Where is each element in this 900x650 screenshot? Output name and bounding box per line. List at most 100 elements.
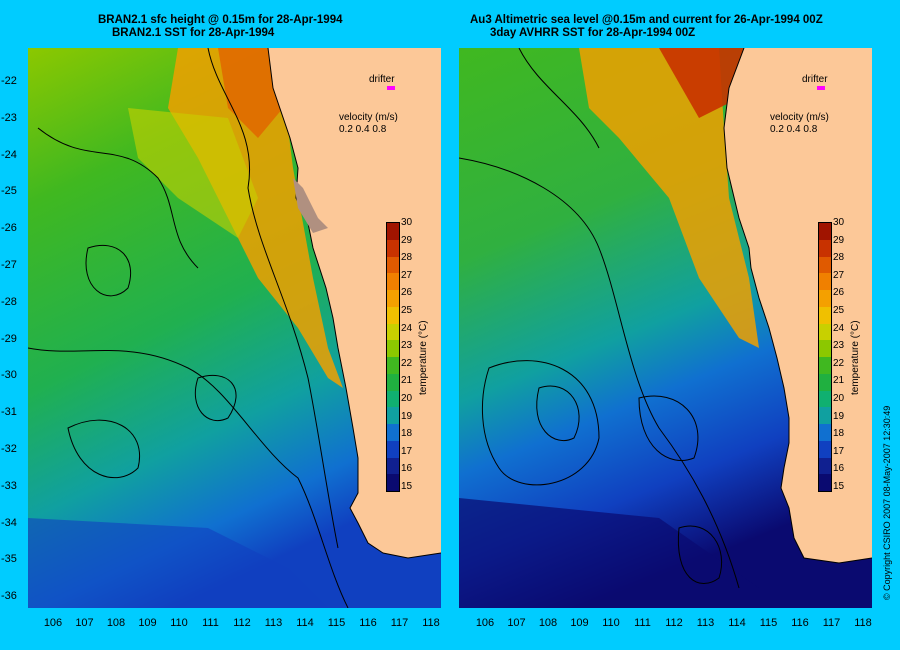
colorbar-tick-label: 28 — [401, 252, 413, 264]
right-colorbar — [818, 222, 832, 492]
latitude-tick-label: -33 — [1, 479, 17, 492]
longitude-tick-label: 108 — [106, 617, 126, 629]
colorbar-tick-label: 27 — [401, 269, 413, 281]
longitude-tick-label: 117 — [822, 617, 841, 629]
left-velocity-scale: 0.2 0.4 0.8 — [339, 124, 387, 135]
longitude-tick-label: 114 — [728, 617, 746, 629]
colorbar-tick-label: 30 — [401, 217, 413, 228]
gulf-land — [293, 178, 328, 233]
colorbar-tick-label: 17 — [833, 445, 845, 457]
colorbar-tick-label: 15 — [833, 481, 845, 492]
colorbar-tick-label: 18 — [833, 428, 845, 440]
latitude-tick-label: -23 — [1, 111, 17, 124]
colorbar-tick-label: 23 — [833, 340, 845, 352]
colorbar-swatch — [819, 474, 831, 491]
colorbar-swatch — [819, 457, 831, 475]
colorbar-tick-label: 15 — [401, 481, 413, 492]
colorbar-tick-label: 25 — [833, 305, 845, 316]
right-velocity-scale: 0.2 0.4 0.8 — [770, 124, 818, 135]
colorbar-tick-label: 16 — [833, 463, 845, 475]
left-drifter-label: drifter — [369, 74, 395, 85]
longitude-tick-label: 115 — [327, 617, 346, 629]
colorbar-swatch — [819, 440, 831, 458]
colorbar-tick-label: 16 — [401, 463, 413, 475]
colorbar-tick-label: 30 — [833, 217, 845, 228]
colorbar-swatch — [387, 256, 399, 274]
colorbar-swatch — [387, 239, 399, 257]
colorbar-swatch — [387, 290, 399, 307]
longitude-tick-label: 112 — [233, 617, 251, 629]
longitude-tick-label: 108 — [538, 617, 558, 629]
longitude-tick-label: 116 — [359, 617, 377, 629]
longitude-tick-label: 109 — [138, 617, 157, 629]
colorbar-swatch — [387, 323, 399, 341]
colorbar-tick-label: 21 — [833, 375, 845, 387]
longitude-tick-label: 116 — [791, 617, 809, 629]
longitude-tick-label: 113 — [264, 617, 283, 629]
colorbar-tick-label: 19 — [401, 410, 413, 422]
colorbar-swatch — [387, 474, 399, 491]
right-colorbar-title: temperature (°C) — [850, 320, 861, 395]
left-colorbar-title: temperature (°C) — [418, 320, 429, 395]
colorbar-tick-label: 21 — [401, 375, 413, 387]
latitude-tick-label: -25 — [1, 185, 17, 198]
copyright-notice: © Copyright CSIRO 2007 08-May-2007 12:30… — [882, 405, 892, 600]
right-velocity-title: velocity (m/s) — [770, 112, 829, 123]
latitude-tick-label: -22 — [1, 75, 17, 87]
colorbar-tick-label: 25 — [401, 305, 413, 316]
colorbar-swatch — [819, 357, 831, 374]
longitude-tick-label: 118 — [422, 617, 440, 629]
colorbar-swatch — [387, 306, 399, 324]
longitude-tick-label: 114 — [296, 617, 314, 629]
latitude-tick-label: -36 — [1, 590, 17, 603]
colorbar-swatch — [819, 273, 831, 290]
colorbar-tick-label: 19 — [833, 410, 845, 422]
colorbar-swatch — [819, 306, 831, 324]
colorbar-tick-label: 23 — [401, 340, 413, 352]
colorbar-swatch — [819, 223, 831, 240]
colorbar-tick-label: 29 — [401, 234, 413, 246]
colorbar-swatch — [387, 457, 399, 475]
latitude-tick-label: -26 — [1, 222, 17, 235]
longitude-tick-label: 110 — [170, 617, 188, 629]
colorbar-swatch — [387, 223, 399, 240]
colorbar-swatch — [819, 390, 831, 408]
left-title-line2: BRAN2.1 SST for 28-Apr-1994 — [112, 27, 275, 39]
colorbar-tick-label: 22 — [833, 357, 845, 369]
colorbar-swatch — [387, 340, 399, 357]
colorbar-tick-label: 18 — [401, 428, 413, 440]
colorbar-tick-label: 26 — [401, 287, 413, 299]
left-colorbar — [386, 222, 400, 492]
colorbar-tick-label: 24 — [833, 322, 845, 334]
colorbar-swatch — [387, 390, 399, 408]
longitude-tick-label: 110 — [602, 617, 620, 629]
colorbar-tick-label: 22 — [401, 357, 413, 369]
longitude-tick-label: 107 — [507, 617, 526, 629]
colorbar-swatch — [819, 323, 831, 341]
left-velocity-title: velocity (m/s) — [339, 112, 398, 123]
right-title-line1: Au3 Altimetric sea level @0.15m and curr… — [470, 14, 823, 26]
colorbar-tick-label: 28 — [833, 252, 845, 264]
latitude-tick-label: -24 — [1, 148, 17, 161]
latitude-tick-label: -29 — [1, 332, 17, 345]
longitude-tick-label: 117 — [390, 617, 409, 629]
left-sst-map — [28, 48, 441, 608]
latitude-tick-label: -32 — [1, 443, 17, 455]
longitude-tick-label: 111 — [202, 617, 219, 629]
right-drifter-label: drifter — [802, 74, 828, 85]
colorbar-tick-label: 29 — [833, 234, 845, 246]
colorbar-swatch — [819, 256, 831, 274]
colorbar-swatch — [387, 357, 399, 374]
longitude-tick-label: 118 — [854, 617, 872, 629]
latitude-tick-label: -28 — [1, 295, 17, 308]
coastline — [267, 48, 441, 559]
colorbar-swatch — [819, 340, 831, 357]
longitude-tick-label: 106 — [43, 617, 63, 629]
longitude-tick-label: 106 — [475, 617, 495, 629]
left-drifter-icon — [387, 86, 395, 90]
latitude-tick-label: -31 — [1, 406, 17, 419]
colorbar-tick-label: 24 — [401, 322, 413, 334]
colorbar-tick-label: 20 — [401, 393, 413, 404]
right-sst-map — [459, 48, 872, 608]
coastline — [723, 48, 872, 564]
